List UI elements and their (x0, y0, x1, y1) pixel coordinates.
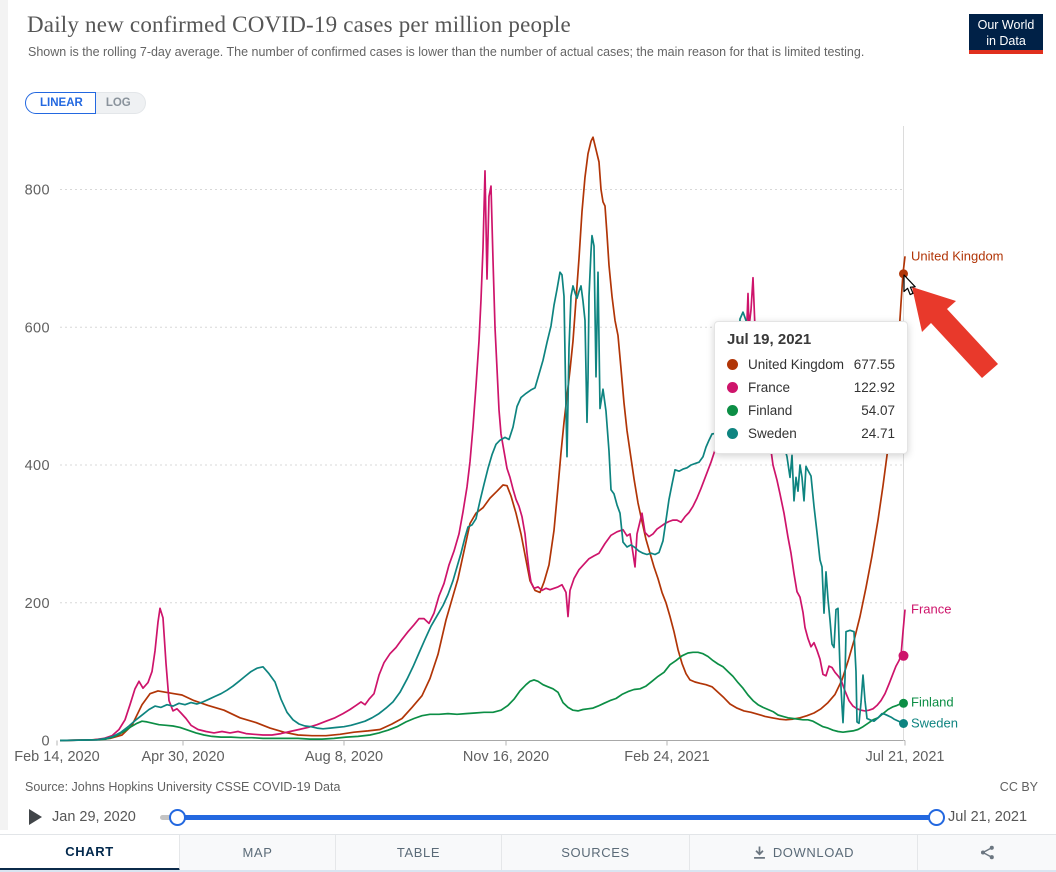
tab-label: TABLE (396, 845, 441, 860)
tooltip-value: 54.07 (861, 403, 895, 418)
x-tick-label: Nov 16, 2020 (463, 749, 549, 765)
chart[interactable]: 0 200 400 600 800 Feb 14, 2020 Apr 30, 2020 Aug… (0, 0, 1056, 800)
owid-logo-accent-bar (969, 50, 1043, 54)
owid-logo[interactable]: Our World in Data (969, 14, 1043, 54)
series-line-united-kingdom (59, 136, 906, 742)
timeline-track-selected[interactable] (177, 815, 936, 820)
finland-dot-icon (727, 405, 738, 416)
share-icon (980, 845, 994, 860)
series-end-label-united-kingdom: United Kingdom (911, 248, 1004, 263)
page-left-margin (0, 0, 8, 830)
timeline-handle-start[interactable] (169, 809, 186, 826)
chart-subtitle: Shown is the rolling 7-day average. The … (28, 45, 865, 59)
play-button[interactable] (29, 809, 42, 825)
tab-label: SOURCES (561, 845, 630, 860)
tooltip-row-sweden: Sweden 24.71 (727, 422, 895, 445)
series-marker-sweden (899, 719, 908, 728)
x-tick-label: Jul 21, 2021 (865, 749, 944, 765)
series-end-label-finland: Finland (911, 695, 954, 710)
tooltip-value: 677.55 (853, 357, 895, 372)
sweden-dot-icon (727, 428, 738, 439)
tooltip-label: Finland (748, 403, 793, 418)
tooltip-label: France (748, 380, 791, 395)
tooltip: Jul 19, 2021 United Kingdom 677.55 Franc… (714, 321, 908, 454)
tab-chart[interactable]: CHART (0, 835, 180, 871)
series-end-label-france: France (911, 602, 951, 617)
tooltip-label: Sweden (748, 426, 797, 441)
owid-logo-line2: in Data (986, 33, 1026, 48)
download-icon (753, 846, 765, 859)
page-title: Daily new confirmed COVID-19 cases per m… (27, 12, 571, 37)
tooltip-value: 122.92 (853, 380, 895, 395)
tab-map[interactable]: MAP (180, 835, 336, 871)
tooltip-date: Jul 19, 2021 (727, 331, 812, 348)
y-tick-label: 400 (25, 458, 50, 474)
tab-table[interactable]: TABLE (336, 835, 502, 871)
owid-logo-line1: Our World (977, 18, 1035, 32)
linear-button[interactable]: LINEAR (25, 92, 96, 114)
france-dot-icon (727, 382, 738, 393)
scale-toggle: LINEAR LOG (25, 92, 146, 114)
license-label[interactable]: CC BY (999, 780, 1038, 794)
timeline-start-date: Jan 29, 2020 (52, 809, 136, 825)
series-line-france (59, 170, 906, 742)
x-tick-label: Feb 24, 2021 (624, 749, 709, 765)
tab-sources[interactable]: SOURCES (502, 835, 690, 871)
y-tick-label: 0 (42, 734, 50, 750)
tab-label: DOWNLOAD (772, 845, 855, 860)
log-button[interactable]: LOG (95, 92, 146, 114)
tab-label: CHART (65, 844, 114, 859)
y-tick-label: 200 (25, 596, 50, 612)
timeline-end-date: Jul 21, 2021 (948, 809, 1028, 825)
tooltip-value: 24.71 (861, 426, 895, 441)
tooltip-label: United Kingdom (748, 357, 845, 372)
page-bottom-edge (0, 870, 1056, 872)
timeline: Jan 29, 2020 Jul 21, 2021 (0, 803, 1056, 833)
series-line-sweden (59, 234, 905, 742)
tooltip-row-finland: Finland 54.07 (727, 399, 895, 422)
series-line-finland (59, 651, 906, 742)
tooltip-row-united-kingdom: United Kingdom 677.55 (727, 353, 895, 376)
y-tick-label: 800 (25, 183, 50, 199)
series-end-label-sweden: Sweden (911, 715, 958, 730)
cursor-icon (903, 274, 916, 296)
annotation-arrow (912, 287, 998, 378)
tab-bar: CHART MAP TABLE SOURCES DOWNLOAD (0, 834, 1056, 871)
y-tick-label: 600 (25, 320, 50, 336)
series-marker-france (898, 650, 909, 661)
series-marker-finland (899, 698, 908, 708)
tab-label: MAP (242, 845, 273, 860)
x-tick-label: Aug 8, 2020 (305, 749, 383, 765)
x-tick-label: Feb 14, 2020 (14, 749, 99, 765)
source-attribution: Source: Johns Hopkins University CSSE CO… (25, 780, 341, 794)
timeline-handle-end[interactable] (928, 809, 945, 826)
tab-share[interactable] (918, 835, 1056, 871)
x-tick-label: Apr 30, 2020 (141, 749, 224, 765)
tooltip-row-france: France 122.92 (727, 376, 895, 399)
tab-download[interactable]: DOWNLOAD (690, 835, 918, 871)
united-kingdom-dot-icon (727, 359, 738, 370)
